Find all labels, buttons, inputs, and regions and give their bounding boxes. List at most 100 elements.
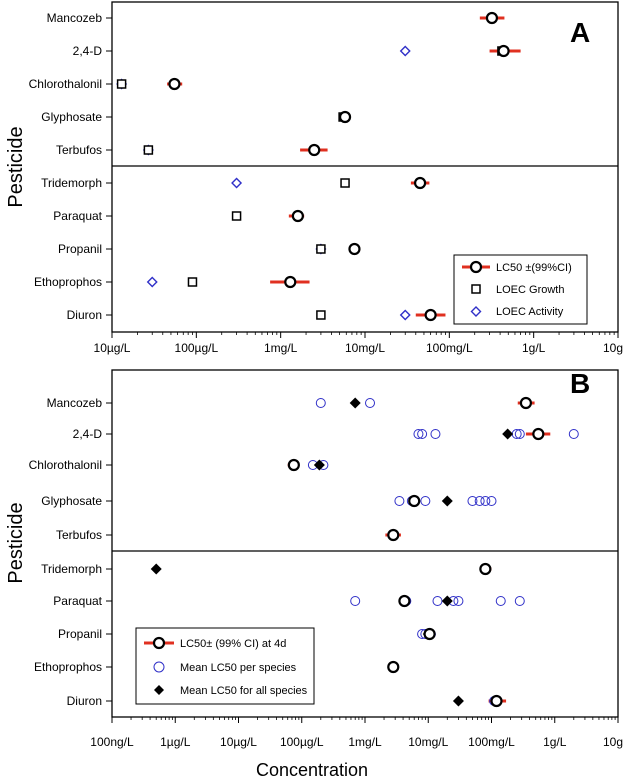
- panel-b-mean-lc50-per-species-glyphosate-4: [474, 496, 485, 506]
- x-axis-label: Concentration: [256, 760, 368, 780]
- panel-b-lc50-99-ci-at-4d-paraquat: [398, 594, 411, 608]
- legend-a-activity-swatch: [470, 306, 482, 317]
- legend-b-species-swatch: [153, 661, 165, 673]
- panel-b-xtick-label-3: 100µg/L: [280, 735, 324, 749]
- panel-b-xtick-label-4: 1mg/L: [348, 735, 382, 749]
- panel-a-xtick-label-2: 1mg/L: [264, 341, 298, 355]
- panel-a-category-terbufos: Terbufos: [56, 143, 102, 157]
- panel-b-mean-lc50-per-species-glyphosate-6: [486, 496, 497, 506]
- panel-b-xtick-label-0: 100ng/L: [90, 735, 134, 749]
- panel-a-loec-activity-diuron: [399, 309, 411, 321]
- panel-a-category-propanil: Propanil: [58, 242, 102, 256]
- panel-b-category-propanil: Propanil: [58, 627, 102, 641]
- panel-b-xtick-label-6: 100mg/L: [468, 735, 515, 749]
- legend-b-all-label: Mean LC50 for all species: [180, 685, 308, 697]
- panel-b-mean-lc50-for-all-species-mancozeb: [349, 397, 361, 409]
- panel-a-loec-growth-tridemorph: [340, 178, 350, 188]
- panel-a-category-glyphosate: Glyphosate: [41, 110, 102, 124]
- panel-b-mean-lc50-per-species-glyphosate-3: [467, 496, 478, 506]
- panel-a-loec-growth-diuron: [316, 310, 326, 320]
- panel-b-category-2-4-d: 2,4-D: [73, 427, 103, 441]
- panel-b-category-terbufos: Terbufos: [56, 528, 102, 542]
- panel-b-lc50-99-ci-at-4d-tridemorph: [479, 562, 492, 576]
- panel-a-xtick-label-1: 100µg/L: [175, 341, 219, 355]
- panel-a-category-2-4-d: 2,4-D: [73, 44, 103, 58]
- panel-b-lc50-99-ci-at-4d-chlorothalonil: [287, 458, 300, 472]
- panel-a-loec-growth-propanil: [316, 244, 326, 254]
- panel-a-lc50-99-ci-mancozeb: [485, 11, 499, 25]
- panel-b-mean-lc50-for-all-species-glyphosate: [441, 495, 453, 507]
- panel-a-loec-growth-ethoprophos: [187, 277, 198, 287]
- panel-b-mean-lc50-per-species-paraquat-6: [514, 596, 525, 606]
- panel-b-mean-lc50-per-species-paraquat-0: [350, 596, 361, 606]
- panel-b-label: B: [570, 368, 590, 399]
- panel-b-mean-lc50-per-species-paraquat-5: [495, 596, 506, 606]
- panel-a-lc50-99-ci-diuron: [424, 308, 437, 322]
- legend-a-lc50-swatch: [469, 260, 483, 274]
- panel-a-loec-activity-ethoprophos: [146, 276, 158, 288]
- panel-b-lc50-99-ci-at-4d-ethoprophos: [387, 660, 400, 674]
- panel-a-ylabel: Pesticide: [5, 126, 27, 207]
- panel-a-lc50-99-ci-glyphosate: [338, 110, 352, 124]
- panel-b-mean-lc50-per-species-2-4-d-0: [413, 429, 424, 439]
- panel-a-category-diuron: Diuron: [67, 308, 102, 322]
- panel-b-mean-lc50-for-all-species-tridemorph: [150, 563, 162, 575]
- panel-b-xtick-label-8: 10g/L: [603, 735, 623, 749]
- panel-a-xtick-label-0: 10µg/L: [94, 341, 131, 355]
- panel-b-mean-lc50-per-species-glyphosate-2: [420, 496, 431, 506]
- legend-a-growth-swatch: [471, 284, 481, 294]
- panel-b-mean-lc50-per-species-mancozeb-1: [365, 398, 376, 408]
- panel-b-mean-lc50-per-species-paraquat-2: [432, 596, 443, 606]
- panel-a-lc50-99-ci-terbufos: [308, 143, 321, 157]
- panel-a-lc50-99-ci-chlorothalonil: [168, 77, 181, 91]
- panel-b: B Pesticide Mancozeb 2,4-D Chlorothalonil G…: [5, 368, 623, 749]
- panel-b-mean-lc50-per-species-2-4-d-2: [430, 429, 441, 439]
- panel-a-category-tridemorph: Tridemorph: [41, 176, 102, 190]
- legend-a-activity-label: LOEC Activity: [496, 306, 564, 318]
- panel-a-xtick-label-6: 10g/L: [603, 341, 623, 355]
- panel-b-xtick-label-7: 1g/L: [543, 735, 567, 749]
- panel-b-legend: LC50± (99% CI) at 4d Mean LC50 per speci…: [135, 627, 315, 705]
- panel-a-loec-growth-paraquat: [231, 211, 242, 221]
- panel-b-mean-lc50-per-species-2-4-d-5: [568, 429, 579, 439]
- legend-a-growth-label: LOEC Growth: [496, 284, 564, 296]
- panel-a-xtick-label-4: 100mg/L: [426, 341, 473, 355]
- panel-b-mean-lc50-per-species-glyphosate-0: [394, 496, 405, 506]
- legend-b-lc50-label: LC50± (99% CI) at 4d: [180, 638, 286, 650]
- legend-a-lc50-label: LC50 ±(99%CI): [496, 262, 572, 274]
- panel-b-category-tridemorph: Tridemorph: [41, 562, 102, 576]
- panel-a-loec-growth-terbufos: [143, 145, 154, 155]
- legend-b-lc50-swatch: [152, 636, 166, 650]
- panel-b-ylabel: Pesticide: [5, 502, 27, 583]
- panel-b-xtick-label-5: 10mg/L: [408, 735, 448, 749]
- panel-b-category-chlorothalonil: Chlorothalonil: [29, 458, 102, 472]
- legend-b-all-swatch: [154, 685, 164, 695]
- panel-a-lc50-99-ci-2-4-d: [497, 44, 510, 58]
- panel-a-label: A: [570, 17, 590, 48]
- panel-a-xtick-label-3: 10mg/L: [345, 341, 385, 355]
- panel-b-mean-lc50-per-species-paraquat-4: [453, 596, 464, 606]
- panel-b-category-diuron: Diuron: [67, 694, 102, 708]
- panel-a-category-mancozeb: Mancozeb: [47, 11, 103, 25]
- panel-b-mean-lc50-per-species-2-4-d-1: [417, 429, 428, 439]
- panel-b-legend-box: [135, 627, 315, 705]
- panel-a-loec-activity-2-4-d: [399, 45, 411, 57]
- panel-b-mean-lc50-for-all-species-diuron: [452, 695, 464, 707]
- panel-b-mean-lc50-for-all-species-chlorothalonil: [313, 459, 325, 471]
- panel-b-mean-lc50-for-all-species-2-4-d: [502, 428, 514, 440]
- panel-a: A Pesticide Mancozeb 2,4-D Chlorothalonil G…: [5, 1, 623, 355]
- panel-a-category-chlorothalonil: Chlorothalonil: [29, 77, 102, 91]
- panel-b-category-paraquat: Paraquat: [53, 594, 102, 608]
- panel-b-mean-lc50-per-species-2-4-d-4: [514, 429, 525, 439]
- panel-a-lc50-99-ci-paraquat: [291, 209, 304, 223]
- panel-a-lc50-99-ci-ethoprophos: [284, 275, 297, 289]
- panel-b-xtick-label-2: 10µg/L: [220, 735, 257, 749]
- panel-a-legend: LC50 ±(99%CI) LOEC Growth LOEC Activity: [453, 254, 588, 325]
- legend-b-species-label: Mean LC50 per species: [180, 662, 297, 674]
- panel-b-lc50-99-ci-at-4d-terbufos: [387, 528, 400, 542]
- panel-a-lc50-99-ci-tridemorph: [413, 176, 427, 190]
- panel-a-loec-growth-chlorothalonil: [116, 79, 127, 89]
- panel-b-mean-lc50-for-all-species-paraquat: [441, 595, 453, 607]
- panel-b-lc50-99-ci-at-4d-mancozeb: [519, 396, 533, 410]
